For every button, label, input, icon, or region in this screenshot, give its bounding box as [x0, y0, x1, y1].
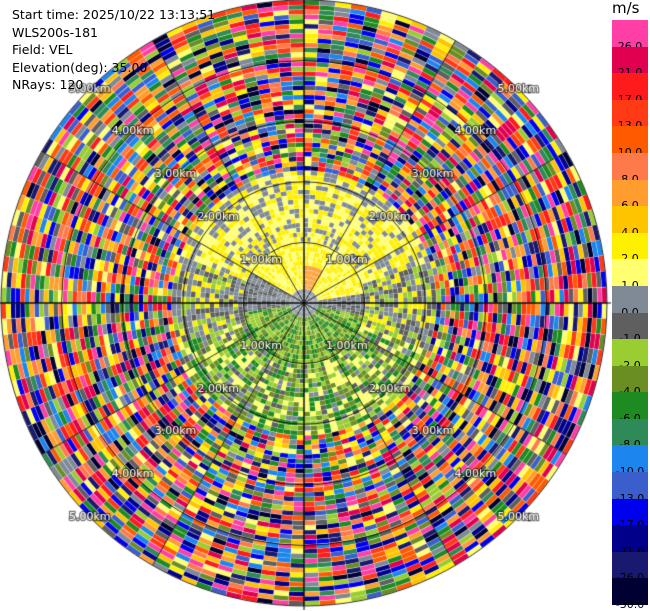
colorbar-cell: [612, 206, 648, 234]
colorbar-cell: [612, 46, 648, 74]
colorbar-cell: [612, 365, 648, 393]
field-label: Field: VEL: [12, 42, 73, 58]
colorbar-cell: [612, 498, 648, 526]
plot-info: Start time: 2025/10/22 13:13:51 WLS200s-…: [12, 6, 215, 94]
colorbar-cell: [612, 179, 648, 207]
colorbar-cell: [612, 578, 648, 606]
colorbar: 26.021.017.013.010.08.06.04.02.01.00.0-1…: [612, 20, 648, 611]
colorbar-cell: [612, 551, 648, 579]
colorbar-cell: [612, 339, 648, 367]
colorbar-cell: [612, 312, 648, 340]
elevation-label: Elevation(deg): 35.00: [12, 59, 148, 75]
colorbar-cell: [612, 418, 648, 446]
colorbar-cell: [612, 73, 648, 101]
colorbar-cell: [612, 126, 648, 154]
colorbar-cell: [612, 525, 648, 553]
colorbar-cell: [612, 285, 648, 313]
colorbar-cell: [612, 99, 648, 127]
colorbar-cell: [612, 392, 648, 420]
start-time-label: Start time: 2025/10/22 13:13:51: [12, 7, 216, 22]
colorbar-cell: [612, 472, 648, 500]
nrays-label: NRays: 120: [12, 77, 84, 93]
colorbar-cell: [612, 152, 648, 181]
colorbar-unit: m/s: [612, 0, 640, 17]
colorbar-cell: [612, 259, 648, 287]
colorbar-cell: [612, 232, 648, 260]
colorbar-cell: [612, 20, 648, 48]
instrument-label: WLS200s-181: [12, 24, 98, 40]
colorbar-tick-label: -30.0: [615, 598, 645, 611]
colorbar-cell: [612, 445, 648, 473]
